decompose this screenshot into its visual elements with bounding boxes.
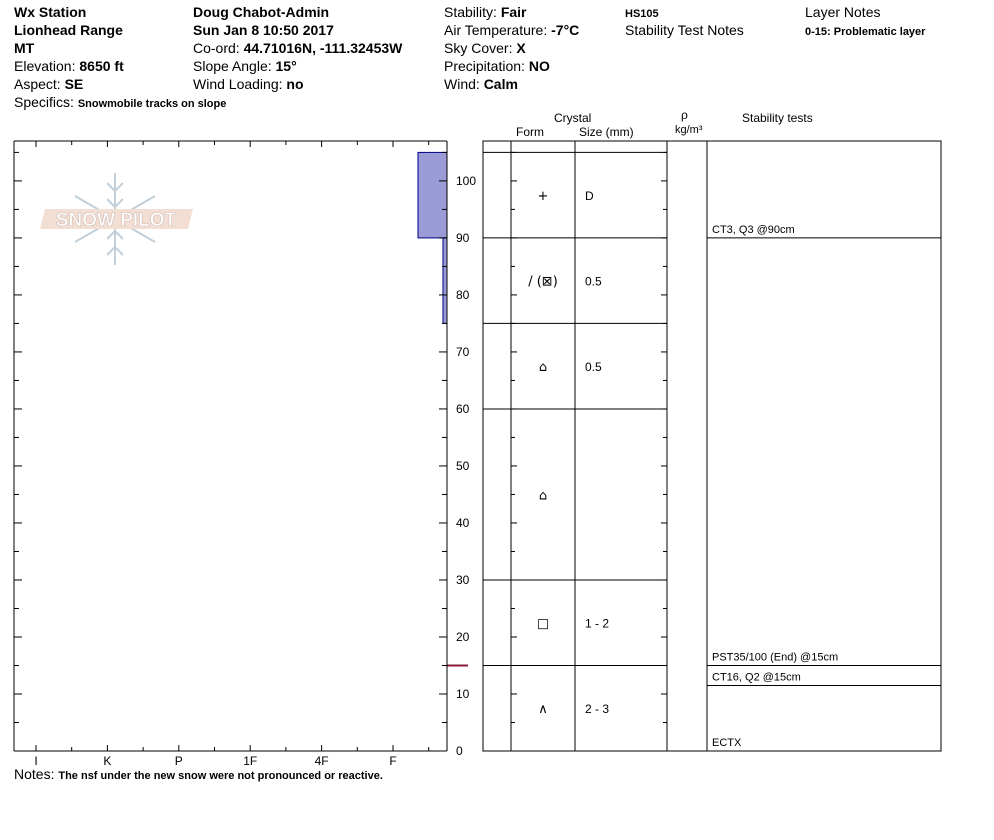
crystal-size: 0.5 bbox=[585, 360, 602, 374]
hs-value: HS105 bbox=[625, 8, 659, 20]
stability-test-label: CT16, Q2 @15cm bbox=[712, 671, 801, 683]
stability-notes-heading: Stability Test Notes bbox=[625, 22, 744, 38]
notes-value: The nsf under the new snow were not pron… bbox=[58, 770, 383, 782]
precip-label: Precipitation: bbox=[444, 58, 525, 74]
stability-test-label: ECTX bbox=[712, 737, 742, 749]
stability-label: Stability: bbox=[444, 4, 497, 20]
slope-value: 15° bbox=[275, 58, 297, 74]
notes-label: Notes: bbox=[14, 766, 55, 782]
state-name: MT bbox=[14, 40, 35, 56]
notes-field: Notes: The nsf under the new snow were n… bbox=[14, 765, 383, 785]
aspect-value: SE bbox=[64, 76, 84, 92]
depth-label: 90 bbox=[456, 231, 470, 245]
slope-field: Slope Angle: 15° bbox=[193, 57, 297, 75]
air-temp-label: Air Temperature: bbox=[444, 22, 548, 38]
crystal-form: / (⊠) bbox=[528, 275, 558, 290]
precip-field: Precipitation: NO bbox=[444, 57, 550, 75]
layer-notes-heading: Layer Notes bbox=[805, 4, 881, 20]
wind-loading-label: Wind Loading: bbox=[193, 76, 283, 92]
elevation-label: Elevation: bbox=[14, 58, 76, 74]
hardness-label: I bbox=[34, 754, 37, 768]
hardness-label: 1F bbox=[243, 754, 257, 768]
slope-label: Slope Angle: bbox=[193, 58, 272, 74]
depth-label: 50 bbox=[456, 459, 470, 473]
stability-value: Fair bbox=[500, 4, 527, 20]
crystal-size: D bbox=[585, 189, 594, 203]
crystal-form: + bbox=[538, 189, 549, 204]
wind-label: Wind: bbox=[444, 76, 480, 92]
hardness-bar bbox=[442, 237, 448, 324]
hardness-label: F bbox=[389, 754, 396, 768]
observer-name: Doug Chabot-Admin bbox=[193, 4, 330, 20]
location-name: Lionhead Range bbox=[14, 22, 123, 38]
crystal-size: 2 - 3 bbox=[585, 702, 609, 716]
hardness-bar bbox=[417, 151, 448, 239]
specifics-label: Specifics: bbox=[14, 94, 74, 110]
coord-field: Co-ord: 44.71016N, -111.32453W bbox=[193, 39, 402, 57]
wind-value: Calm bbox=[483, 76, 518, 92]
sky-cover-value: X bbox=[516, 40, 526, 56]
crystal-heading: Crystal bbox=[554, 111, 592, 125]
depth-label: 0 bbox=[456, 744, 463, 758]
crystal-form: ∧ bbox=[538, 702, 548, 717]
crystal-size: 0.5 bbox=[585, 275, 602, 289]
hardness-label: 4F bbox=[315, 754, 329, 768]
station-name: Wx Station bbox=[14, 4, 87, 20]
logo-text: SNOW PILOT bbox=[56, 210, 177, 231]
crystal-form: ⌂ bbox=[539, 360, 547, 375]
depth-label: 60 bbox=[456, 402, 470, 416]
depth-label: 100 bbox=[456, 174, 476, 188]
stability-test-label: CT3, Q3 @90cm bbox=[712, 224, 795, 236]
size-heading: Size (mm) bbox=[579, 125, 634, 139]
coord-value: 44.71016N, -111.32453W bbox=[243, 40, 403, 56]
specifics-value: Snowmobile tracks on slope bbox=[77, 98, 227, 110]
crystal-size: 1 - 2 bbox=[585, 617, 609, 631]
stability-test-label: PST35/100 (End) @15cm bbox=[712, 651, 838, 663]
wind-field: Wind: Calm bbox=[444, 75, 518, 93]
stability-field: Stability: Fair bbox=[444, 3, 527, 21]
precip-value: NO bbox=[528, 58, 550, 74]
specifics-field: Specifics: Snowmobile tracks on slope bbox=[14, 93, 226, 113]
layer-table-frame bbox=[482, 140, 942, 752]
depth-label: 20 bbox=[456, 630, 470, 644]
depth-label: 70 bbox=[456, 345, 470, 359]
hardness-label: K bbox=[103, 754, 111, 768]
hardness-label: P bbox=[175, 754, 183, 768]
coord-label: Co-ord: bbox=[193, 40, 240, 56]
crystal-form: □ bbox=[537, 617, 549, 632]
wind-loading-value: no bbox=[286, 76, 304, 92]
observation-datetime: Sun Jan 8 10:50 2017 bbox=[193, 22, 334, 38]
depth-label: 30 bbox=[456, 573, 470, 587]
snow-pilot-logo: SNOW PILOT bbox=[40, 173, 193, 265]
density-unit-heading: kg/m³ bbox=[675, 124, 703, 136]
air-temp-field: Air Temperature: -7°C bbox=[444, 21, 579, 39]
sky-cover-field: Sky Cover: X bbox=[444, 39, 526, 57]
stability-tests-heading: Stability tests bbox=[742, 111, 813, 125]
sky-cover-label: Sky Cover: bbox=[444, 40, 513, 56]
air-temp-value: -7°C bbox=[551, 22, 580, 38]
wind-loading-field: Wind Loading: no bbox=[193, 75, 304, 93]
elevation-field: Elevation: 8650 ft bbox=[14, 57, 124, 75]
depth-label: 80 bbox=[456, 288, 470, 302]
aspect-field: Aspect: SE bbox=[14, 75, 83, 93]
rho-heading: ρ bbox=[681, 108, 688, 122]
elevation-value: 8650 ft bbox=[79, 58, 124, 74]
crystal-form: ⌂ bbox=[539, 488, 547, 503]
layer-note: 0-15: Problematic layer bbox=[805, 26, 926, 38]
depth-label: 40 bbox=[456, 516, 470, 530]
depth-label: 10 bbox=[456, 687, 470, 701]
aspect-label: Aspect: bbox=[14, 76, 61, 92]
form-heading: Form bbox=[516, 125, 544, 139]
